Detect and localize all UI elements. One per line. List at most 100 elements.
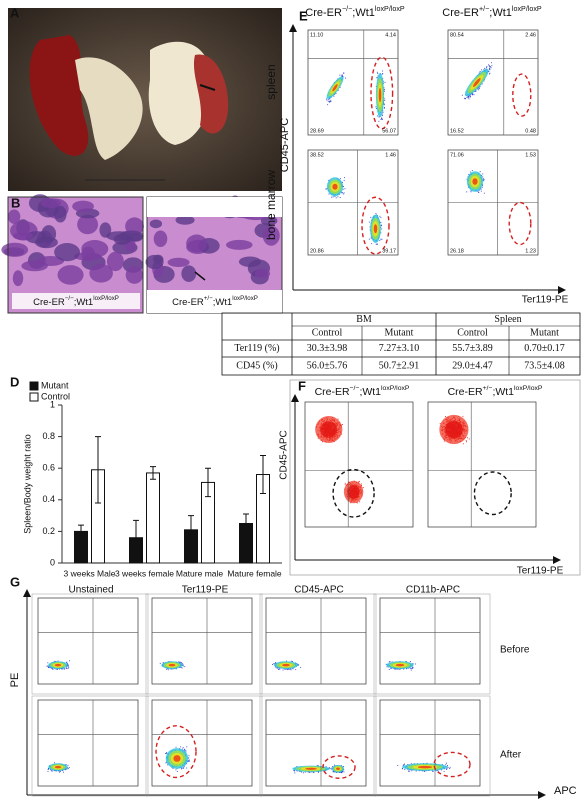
genotype-label: Cre-ER+/−;Wt1loxP/loxP <box>448 385 543 397</box>
quadrant-value: 38.52 <box>310 152 324 158</box>
event-dot <box>490 66 491 68</box>
genotype-part: −/− <box>350 385 360 392</box>
event-dot <box>59 668 60 670</box>
event-dot <box>339 197 341 199</box>
event-dot <box>333 95 335 97</box>
event-dot <box>342 76 344 78</box>
event-dot <box>483 192 485 194</box>
arrowhead <box>553 556 561 564</box>
event-dot <box>342 192 343 194</box>
event-dot <box>322 441 323 443</box>
event-dot <box>166 752 168 754</box>
quadrant-value: 1.46 <box>385 152 396 158</box>
legend-swatch <box>29 392 39 402</box>
genotype-part: ;Wt1 <box>74 297 94 308</box>
event-dot <box>466 178 468 180</box>
event-dot <box>181 768 183 770</box>
event-dot <box>381 224 382 226</box>
event-dot <box>482 180 484 182</box>
event-dot <box>56 669 58 671</box>
error-bar <box>150 466 156 480</box>
genotype-part: +/− <box>204 295 213 302</box>
event-dot <box>348 481 350 483</box>
event-dot <box>380 119 382 120</box>
event-dot <box>358 481 360 483</box>
event-dot <box>57 660 59 662</box>
event-dot <box>358 481 360 482</box>
event-dot <box>46 665 48 667</box>
event-dot <box>188 759 190 761</box>
table-cell: 50.7±2.91 <box>379 360 420 371</box>
event-dot <box>182 663 184 665</box>
label-bg <box>150 293 280 309</box>
event-dot <box>47 662 49 664</box>
table-border <box>221 312 581 376</box>
event-dot <box>329 98 331 100</box>
event-dot <box>317 437 319 439</box>
event-dot <box>491 65 493 67</box>
event-dot <box>486 66 488 67</box>
histology-cell <box>186 234 208 253</box>
event-dot <box>61 668 63 670</box>
table-header: Mutant <box>530 327 559 338</box>
histology-cell <box>167 257 190 268</box>
genotype-part: Cre-ER <box>305 7 342 19</box>
event-dot <box>356 502 358 504</box>
event-dot <box>489 68 490 70</box>
genotype-part: loxP/loxP <box>512 5 542 13</box>
column-label: CD45-APC <box>294 585 343 596</box>
genotype-label: Cre-ER−/−;Wt1loxP/loxP <box>33 295 119 307</box>
histology-cell <box>7 209 21 224</box>
x-tick-label: Mature male <box>176 568 224 578</box>
error-bar <box>188 515 194 545</box>
event-dot <box>328 100 330 102</box>
event-dot <box>328 99 330 100</box>
event-dot <box>331 196 333 198</box>
event-dot <box>489 67 491 69</box>
event-dot <box>381 228 383 230</box>
event-dot <box>483 69 485 71</box>
event-dot <box>478 72 480 74</box>
event-dot <box>326 98 328 100</box>
event-dot <box>330 99 332 101</box>
event-dot <box>490 67 492 69</box>
highlight-circle <box>512 73 532 117</box>
event-dot <box>471 170 473 171</box>
event-dot <box>167 668 169 670</box>
table-cell: Ter119 (%) <box>234 343 279 354</box>
event-dot <box>482 173 484 175</box>
event-dot <box>342 188 344 190</box>
quadrant-value: 1.23 <box>525 248 536 254</box>
event-dot <box>369 229 371 231</box>
event-dot <box>171 668 173 670</box>
event-dot <box>341 192 343 194</box>
event-dot <box>474 90 476 92</box>
event-dot <box>482 179 484 181</box>
genotype-part: Cre-ER <box>315 386 350 398</box>
legend-label: Control <box>41 391 70 401</box>
panel-label: B <box>11 195 20 210</box>
event-dot <box>68 666 70 668</box>
histology-cell <box>54 243 80 262</box>
event-dot <box>55 668 57 670</box>
event-dot <box>328 193 330 195</box>
event-dot <box>341 75 343 77</box>
event-dot <box>488 65 490 67</box>
plot-frame <box>145 593 263 695</box>
event-dot <box>368 221 370 223</box>
event-dot <box>380 118 382 120</box>
event-dot <box>472 93 474 95</box>
event-dot <box>326 99 328 101</box>
event-dot <box>463 97 465 99</box>
event-dot <box>381 118 383 120</box>
event-dot <box>345 77 346 79</box>
event-dot <box>478 191 479 193</box>
event-dot <box>489 65 490 67</box>
y-tick-label: 0.2 <box>42 526 55 536</box>
event-dot <box>384 100 386 101</box>
y-tick-label: 0 <box>50 557 55 567</box>
event-dot <box>478 192 480 193</box>
event-dot <box>486 67 488 69</box>
event-dot <box>362 486 364 488</box>
event-dot <box>382 115 383 117</box>
